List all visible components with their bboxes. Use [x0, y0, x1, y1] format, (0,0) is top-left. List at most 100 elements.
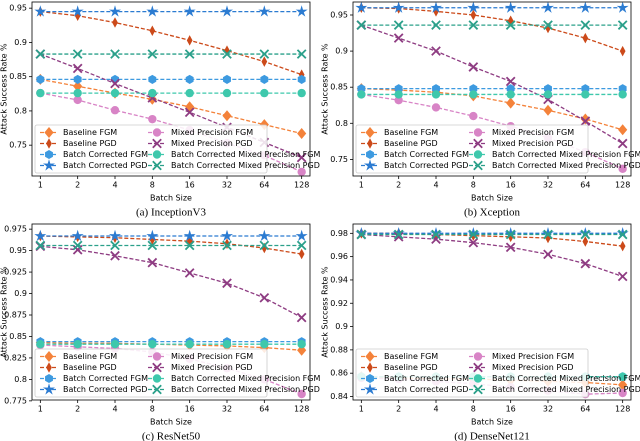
- data-point: [71, 5, 84, 17]
- y-tick-label: 0.8: [14, 375, 27, 384]
- data-point: [73, 339, 82, 349]
- legend-label: Batch Corrected PGD: [384, 161, 468, 170]
- legend-label: Batch Corrected Mixed Precision FGM: [492, 374, 640, 383]
- y-tick-label: 0.85: [9, 332, 27, 341]
- data-point: [543, 249, 553, 260]
- x-tick-label: 1: [359, 181, 364, 190]
- legend-marker: [473, 150, 483, 159]
- data-point: [71, 229, 84, 242]
- legend-label: Batch Corrected Mixed Precision PGD: [492, 161, 640, 170]
- caption: (b) Xception: [464, 207, 520, 219]
- data-point: [431, 46, 441, 56]
- legend-label: Mixed Precision PGD: [492, 363, 574, 372]
- data-point: [260, 339, 269, 349]
- data-point: [394, 95, 403, 105]
- caption: (a) InceptionV3: [136, 207, 206, 219]
- data-point: [185, 88, 194, 98]
- y-tick-label: 0.75: [330, 155, 348, 164]
- x-tick-label: 16: [185, 405, 195, 414]
- data-point: [36, 74, 45, 84]
- data-point: [146, 5, 159, 17]
- data-point: [296, 240, 307, 251]
- data-point: [582, 236, 589, 247]
- x-tick-label: 128: [615, 405, 630, 414]
- data-point: [431, 229, 441, 240]
- data-point: [72, 240, 83, 251]
- data-point: [468, 20, 479, 30]
- data-point: [467, 1, 480, 13]
- data-point: [147, 240, 158, 251]
- y-tick-label: 0.92: [330, 299, 348, 308]
- data-point: [259, 240, 270, 251]
- data-point: [260, 88, 269, 98]
- legend-label: Batch Corrected PGD: [63, 385, 147, 394]
- subplot: 0.84 0.86 0.88 0.9 0.92 0.94 0.96 0.98 1 2 4 8 16 32 6…: [321, 223, 640, 441]
- subplot: 0.775 0.8 0.825 0.85 0.875 0.9 0.925 0.95 0.975 1…: [0, 223, 320, 441]
- y-axis-label: Attack Success Rate %: [0, 266, 9, 358]
- y-tick-label: 0.975: [4, 225, 27, 234]
- data-point: [505, 76, 516, 87]
- data-point: [222, 49, 232, 59]
- legend-label: Batch Corrected FGM: [63, 374, 148, 383]
- caption: (c) ResNet50: [142, 431, 201, 441]
- y-axis-label: Attack Success Rate %: [0, 43, 9, 135]
- legend: Baseline FGM Baseline PGD Batch Corrected …: [355, 348, 640, 398]
- data-point: [72, 49, 83, 59]
- data-point: [185, 339, 194, 349]
- data-point: [619, 240, 626, 252]
- y-tick-label: 0.98: [330, 229, 348, 238]
- data-point: [147, 257, 158, 268]
- data-point: [543, 20, 553, 30]
- legend-marker: [364, 383, 376, 395]
- legend-marker: [152, 352, 162, 361]
- x-tick-label: 64: [580, 181, 590, 190]
- data-point: [505, 20, 516, 30]
- data-point: [469, 111, 478, 121]
- data-point: [393, 229, 404, 240]
- data-point: [355, 1, 368, 13]
- data-point: [297, 74, 306, 84]
- data-point: [259, 49, 270, 59]
- data-point: [356, 20, 367, 30]
- data-point: [222, 339, 232, 349]
- data-point: [72, 63, 83, 74]
- x-tick-label: 1: [359, 405, 364, 414]
- y-tick-label: 0.94: [330, 275, 348, 284]
- y-tick-label: 0.775: [4, 396, 27, 405]
- x-tick-label: 32: [222, 405, 232, 414]
- legend-label: Baseline PGD: [63, 139, 117, 148]
- x-tick-label: 4: [433, 405, 438, 414]
- data-point: [224, 238, 230, 249]
- data-point: [149, 25, 156, 37]
- x-tick-label: 2: [75, 181, 80, 190]
- legend-marker: [367, 138, 373, 149]
- y-tick-label: 0.95: [9, 246, 27, 255]
- y-axis-label: Attack Success Rate %: [321, 266, 330, 358]
- y-tick-label: 0.95: [9, 4, 27, 13]
- data-point: [148, 114, 157, 124]
- data-point: [184, 49, 195, 59]
- y-tick-label: 0.85: [9, 72, 27, 81]
- data-point: [582, 32, 589, 44]
- legend-label: Mixed Precision FGM: [492, 352, 574, 361]
- data-point: [506, 97, 516, 109]
- legend-label: Baseline FGM: [384, 128, 438, 137]
- series-line: [40, 245, 302, 319]
- legend-box: [355, 348, 589, 398]
- legend-marker: [366, 149, 374, 160]
- legend-marker: [43, 159, 55, 171]
- legend-marker: [365, 350, 375, 363]
- data-point: [146, 229, 159, 242]
- x-tick-label: 64: [259, 181, 269, 190]
- x-tick-label: 4: [112, 181, 117, 190]
- y-tick-label: 0.925: [4, 268, 27, 277]
- series-line: [40, 10, 302, 76]
- y-tick-label: 0.84: [330, 392, 348, 401]
- data-point: [505, 229, 516, 240]
- data-point: [296, 152, 307, 163]
- legend-marker: [152, 128, 162, 137]
- data-point: [259, 292, 270, 303]
- legend-label: Mixed Precision FGM: [492, 128, 574, 137]
- data-point: [617, 138, 628, 149]
- data-point: [393, 33, 404, 43]
